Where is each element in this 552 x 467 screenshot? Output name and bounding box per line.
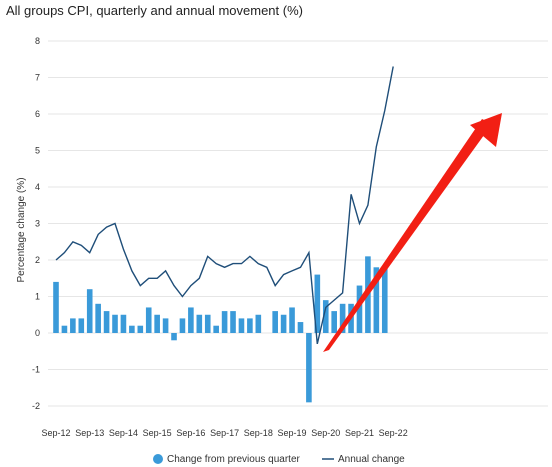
bar-quarterly-change: [179, 318, 186, 333]
bar-quarterly-change: [331, 311, 337, 333]
bar-quarterly-change: [255, 314, 262, 333]
y-tick-label: 1: [35, 292, 40, 302]
bar-series: [53, 256, 388, 403]
bar-quarterly-change: [196, 314, 203, 333]
bar-quarterly-change: [221, 311, 228, 333]
x-tick-label: Sep-18: [244, 428, 273, 438]
x-axis-ticks: Sep-12 Sep-13 Sep-14 Sep-15 Sep-16 Sep-17 Sep-…: [41, 428, 407, 438]
bar-quarterly-change: [86, 289, 93, 333]
bar-quarterly-change: [213, 325, 219, 333]
bar-quarterly-change: [381, 267, 388, 333]
bar-quarterly-change: [162, 318, 169, 333]
x-tick-label: Sep-12: [41, 428, 70, 438]
bar-quarterly-change: [247, 318, 253, 333]
x-tick-label: Sep-22: [379, 428, 408, 438]
legend[interactable]: Change from previous quarter Annual chan…: [153, 454, 405, 465]
y-tick-label: 6: [35, 109, 40, 119]
bar-quarterly-change: [322, 300, 329, 333]
bar-quarterly-change: [145, 307, 152, 333]
bar-quarterly-change: [339, 303, 346, 333]
y-tick-label: 4: [35, 182, 40, 192]
chart-title: All groups CPI, quarterly and annual mov…: [6, 3, 303, 18]
bar-quarterly-change: [129, 325, 135, 333]
y-tick-label: 2: [35, 255, 40, 265]
bar-quarterly-change: [204, 314, 211, 333]
y-tick-label: 0: [35, 328, 40, 338]
y-tick-label: -2: [32, 401, 40, 411]
bar-quarterly-change: [314, 274, 321, 333]
x-tick-label: Sep-17: [210, 428, 239, 438]
x-tick-label: Sep-16: [176, 428, 205, 438]
legend-label-quarterly: Change from previous quarter: [167, 454, 301, 465]
bar-quarterly-change: [154, 314, 160, 333]
bar-quarterly-change: [297, 322, 304, 333]
grid-lines: [48, 40, 548, 407]
line-series: [55, 66, 394, 345]
red-arrow-shaft: [323, 119, 492, 352]
bar-quarterly-change: [356, 285, 363, 333]
y-tick-label: 8: [35, 36, 40, 46]
bar-quarterly-change: [171, 333, 177, 341]
bar-quarterly-change: [306, 333, 312, 403]
bar-quarterly-change: [280, 314, 287, 333]
y-tick-label: 7: [35, 73, 40, 83]
x-tick-label: Sep-13: [75, 428, 104, 438]
bar-quarterly-change: [238, 318, 245, 333]
x-tick-label: Sep-21: [345, 428, 374, 438]
bar-quarterly-change: [120, 314, 127, 333]
x-tick-label: Sep-19: [278, 428, 307, 438]
annual-change-line: [55, 66, 394, 345]
bar-quarterly-change: [188, 307, 194, 333]
x-tick-label: Sep-15: [143, 428, 172, 438]
y-axis-ticks: 8 7 6 5 4 3 2 1 0 -1 -2: [32, 36, 40, 411]
bar-quarterly-change: [272, 311, 278, 333]
red-arrow-head: [470, 113, 502, 147]
legend-label-annual: Annual change: [338, 454, 405, 465]
y-tick-label: 5: [35, 146, 40, 156]
bar-quarterly-change: [112, 314, 118, 333]
bar-quarterly-change: [53, 281, 59, 333]
y-axis-label: Percentage change (%): [16, 177, 27, 282]
bar-quarterly-change: [373, 267, 380, 333]
bar-quarterly-change: [230, 311, 236, 333]
bar-quarterly-change: [137, 325, 144, 333]
red-arrow-annotation: [323, 113, 502, 352]
bar-quarterly-change: [61, 325, 68, 333]
y-tick-label: 3: [35, 219, 40, 229]
y-tick-label: -1: [32, 365, 40, 375]
bar-quarterly-change: [103, 311, 110, 333]
bar-quarterly-change: [70, 318, 76, 333]
bar-quarterly-change: [78, 318, 85, 333]
x-tick-label: Sep-14: [109, 428, 138, 438]
bar-quarterly-change: [95, 303, 101, 333]
legend-swatch-quarterly: [153, 454, 163, 464]
x-tick-label: Sep-20: [311, 428, 340, 438]
bar-quarterly-change: [289, 307, 295, 333]
